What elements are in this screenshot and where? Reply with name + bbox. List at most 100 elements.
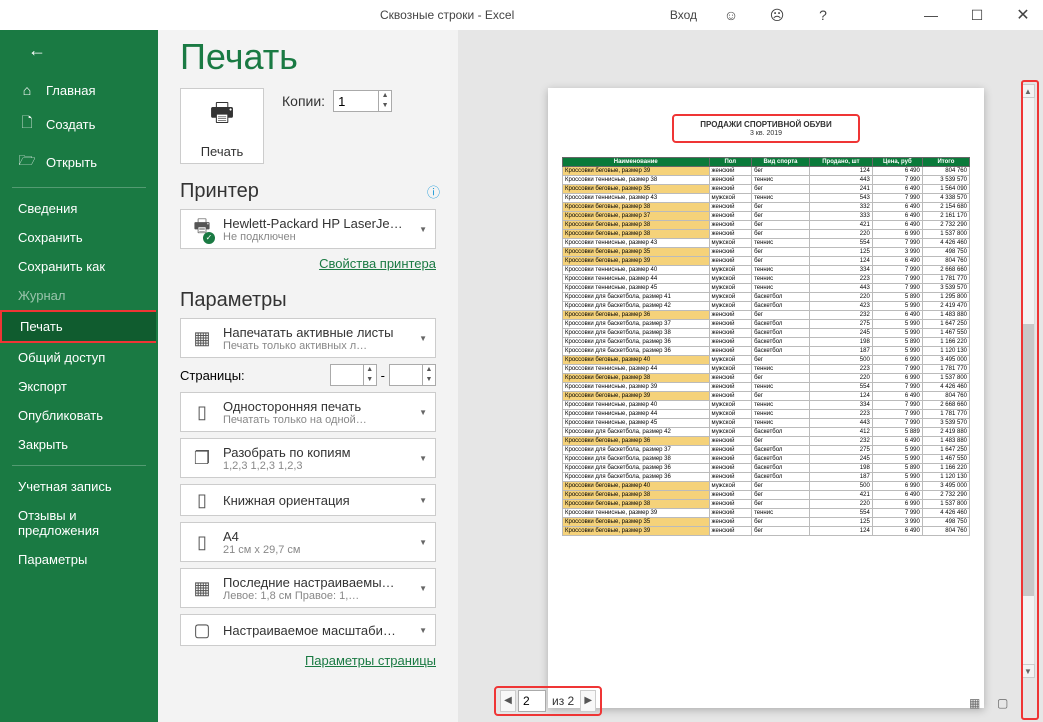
help-icon[interactable]: ? — [811, 7, 835, 23]
sidebar-label: Общий доступ — [18, 350, 105, 365]
sidebar-item[interactable]: 🗋 Создать — [0, 105, 158, 143]
table-row: Кроссовки беговые, размер 39женскийбег12… — [563, 392, 970, 401]
login-link[interactable]: Вход — [670, 8, 697, 22]
sidebar-item[interactable]: Учетная запись — [0, 472, 158, 501]
scroll-down-icon[interactable]: ▼ — [1021, 664, 1035, 678]
col-header: Продано, шт — [809, 158, 872, 167]
window-title: Сквозные строки - Excel — [380, 8, 514, 22]
table-row: Кроссовки беговые, размер 38женскийбег42… — [563, 221, 970, 230]
sidebar-item[interactable]: Сохранить как — [0, 252, 158, 281]
page-to-input[interactable] — [390, 365, 422, 385]
chevron-down-icon: ▼ — [415, 334, 431, 343]
sidebar-item[interactable]: Сведения — [0, 194, 158, 223]
sidebar-item[interactable]: Печать — [0, 310, 156, 343]
zoom-page-icon[interactable]: ▢ — [997, 696, 1013, 712]
report-table: НаименованиеПолВид спортаПродано, штЦена… — [562, 157, 970, 536]
print-what-selector[interactable]: ▦ Напечатать активные листыПечать только… — [180, 318, 436, 358]
table-row: Кроссовки для баскетбола, размер 42мужск… — [563, 302, 970, 311]
back-arrow-icon[interactable]: ← — [28, 40, 46, 60]
page-setup-link[interactable]: Параметры страницы — [305, 653, 436, 668]
scale-selector[interactable]: ▢ Настраиваемое масштаби… ▼ — [180, 614, 436, 646]
printer-heading: Принтерⓘ — [180, 180, 436, 203]
table-row: Кроссовки для баскетбола, размер 38женск… — [563, 455, 970, 464]
printer-name: Hewlett-Packard HP LaserJe… — [223, 216, 407, 231]
printer-icon: 🖶 — [210, 94, 235, 138]
scale-icon: ▢ — [189, 620, 215, 641]
next-page-button[interactable]: ▶ — [580, 690, 596, 712]
sidebar-label: Отзывы и предложения — [18, 508, 146, 538]
sidebar-label: Сохранить как — [18, 259, 105, 274]
table-row: Кроссовки для баскетбола, размер 42мужск… — [563, 428, 970, 437]
table-row: Кроссовки теннисные, размер 40мужскойтен… — [563, 401, 970, 410]
scroll-up-icon[interactable]: ▲ — [1021, 84, 1035, 98]
sidebar-icon: 🗋 — [18, 112, 36, 136]
orientation-selector[interactable]: ▯ Книжная ориентация ▼ — [180, 484, 436, 516]
table-row: Кроссовки для баскетбола, размер 38женск… — [563, 329, 970, 338]
page-number-input[interactable] — [518, 690, 546, 712]
sidebar-item[interactable]: Закрыть — [0, 430, 158, 459]
sidebar-item[interactable]: Опубликовать — [0, 401, 158, 430]
sidebar-label: Сохранить — [18, 230, 83, 245]
sheets-icon: ▦ — [189, 328, 215, 349]
maximize-icon[interactable]: ☐ — [965, 7, 989, 24]
collate-icon: ❐ — [189, 448, 215, 469]
copies-label: Копии: — [282, 93, 325, 109]
sidebar-label: Сведения — [18, 201, 77, 216]
page-from-spinner[interactable]: ▲▼ — [330, 364, 377, 386]
page-icon: ▯ — [189, 402, 215, 423]
paper-icon: ▯ — [189, 532, 215, 553]
page-from-input[interactable] — [331, 365, 363, 385]
sidebar-item[interactable]: Экспорт — [0, 372, 158, 401]
spin-down-icon[interactable]: ▼ — [379, 101, 391, 111]
sidebar-item[interactable]: Общий доступ — [0, 343, 158, 372]
table-row: Кроссовки для баскетбола, размер 36женск… — [563, 464, 970, 473]
titlebar: Сквозные строки - Excel Вход ☺ ☹ ? — ☐ ✕ — [0, 0, 1043, 30]
sidebar-item[interactable]: ⌂ Главная — [0, 75, 158, 105]
collate-selector[interactable]: ❐ Разобрать по копиям1,2,3 1,2,3 1,2,3 ▼ — [180, 438, 436, 478]
print-button[interactable]: 🖶 Печать — [180, 88, 264, 164]
close-icon[interactable]: ✕ — [1011, 5, 1035, 25]
face-sad-icon[interactable]: ☹ — [765, 7, 789, 24]
face-happy-icon[interactable]: ☺ — [719, 7, 743, 23]
col-header: Наименование — [563, 158, 710, 167]
table-row: Кроссовки беговые, размер 38женскийбег42… — [563, 491, 970, 500]
chevron-down-icon: ▼ — [415, 626, 431, 635]
minimize-icon[interactable]: — — [919, 7, 943, 23]
sidebar-label: Учетная запись — [18, 479, 112, 494]
sidebar-label: Создать — [46, 117, 95, 132]
table-row: Кроссовки для баскетбола, размер 36женск… — [563, 473, 970, 482]
print-preview: ▲ ▼ ПРОДАЖИ СПОРТИВНОЙ ОБУВИ 3 кв. 2019 … — [458, 30, 1043, 722]
sidebar-item[interactable]: Параметры — [0, 545, 158, 574]
sides-selector[interactable]: ▯ Односторонняя печатьПечатать только на… — [180, 392, 436, 432]
spin-up-icon[interactable]: ▲ — [379, 91, 391, 101]
info-icon[interactable]: ⓘ — [427, 182, 440, 201]
printer-properties-link[interactable]: Свойства принтера — [319, 256, 436, 271]
sidebar-item[interactable]: Журнал — [0, 281, 158, 310]
printer-status-icon: ✓ — [203, 232, 215, 244]
table-row: Кроссовки теннисные, размер 45мужскойтен… — [563, 419, 970, 428]
page-to-spinner[interactable]: ▲▼ — [389, 364, 436, 386]
table-row: Кроссовки беговые, размер 35женскийбег12… — [563, 518, 970, 527]
table-row: Кроссовки для баскетбола, размер 37женск… — [563, 320, 970, 329]
copies-input[interactable] — [334, 91, 378, 111]
sidebar-item[interactable]: 🗁Открыть — [0, 143, 158, 181]
vertical-scrollbar[interactable]: ▲ ▼ — [1021, 84, 1035, 678]
sidebar-item[interactable]: Сохранить — [0, 223, 158, 252]
sidebar-icon: ⌂ — [18, 82, 36, 98]
table-row: Кроссовки для баскетбола, размер 41мужск… — [563, 293, 970, 302]
table-row: Кроссовки беговые, размер 39женскийбег12… — [563, 167, 970, 176]
prev-page-button[interactable]: ◀ — [500, 690, 516, 712]
table-row: Кроссовки беговые, размер 36женскийбег23… — [563, 311, 970, 320]
scroll-thumb[interactable] — [1022, 324, 1034, 596]
printer-selector[interactable]: 🖶 ✓ Hewlett-Packard HP LaserJe… Не подкл… — [180, 209, 436, 249]
sidebar-label: Главная — [46, 83, 95, 98]
paper-size-selector[interactable]: ▯ A421 см x 29,7 см ▼ — [180, 522, 436, 562]
margins-selector[interactable]: ▦ Последние настраиваемы…Левое: 1,8 см П… — [180, 568, 436, 608]
sidebar-item[interactable]: Отзывы и предложения — [0, 501, 158, 545]
sidebar-label: Журнал — [18, 288, 65, 303]
chevron-down-icon: ▼ — [415, 408, 431, 417]
table-row: Кроссовки теннисные, размер 39женскийтен… — [563, 509, 970, 518]
table-row: Кроссовки беговые, размер 36женскийбег23… — [563, 437, 970, 446]
copies-spinner[interactable]: ▲▼ — [333, 90, 392, 112]
show-margins-icon[interactable]: ▦ — [969, 696, 985, 712]
